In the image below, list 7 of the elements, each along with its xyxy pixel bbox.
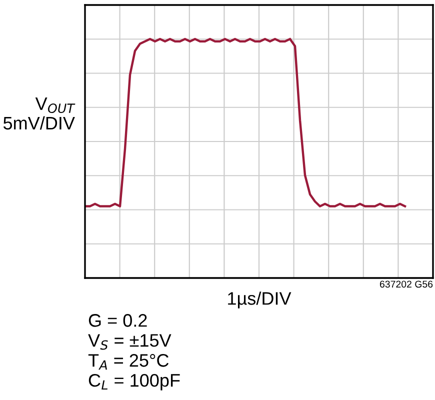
x-axis-title: 1µs/DIV — [228, 292, 292, 308]
text: G = 0.2 — [88, 314, 147, 327]
y-axis-title: V$_{OUT}$ 5mV/DIV — [3, 97, 76, 130]
text: 637202 G56 — [380, 280, 433, 288]
text: V$_{S}$ = ±15V — [88, 334, 172, 350]
text: C$_{L}$ = 100pF — [88, 374, 180, 390]
text: T$_{A}$ = 25°C — [88, 354, 169, 370]
